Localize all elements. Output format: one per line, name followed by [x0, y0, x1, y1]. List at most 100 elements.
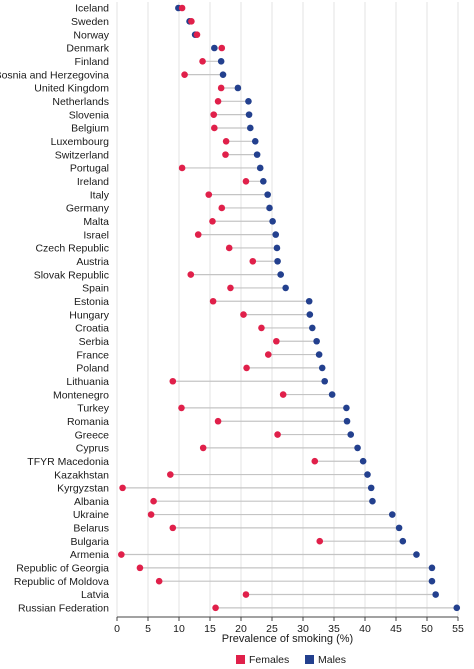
country-label: Cyprus: [76, 443, 109, 455]
female-point: [193, 31, 201, 38]
male-point: [315, 351, 323, 358]
country-label: Poland: [76, 363, 109, 375]
female-point: [178, 4, 186, 12]
country-label: Latvia: [81, 589, 109, 601]
female-point: [169, 524, 177, 532]
country-label: Greece: [75, 429, 110, 441]
female-point: [258, 324, 265, 332]
female-point: [240, 311, 247, 318]
country-label: Israel: [83, 229, 109, 241]
male-point: [395, 524, 403, 532]
legend: Females Males: [236, 654, 346, 666]
male-point: [272, 231, 280, 238]
female-point: [155, 577, 163, 585]
male-point: [364, 471, 371, 478]
female-point: [274, 431, 281, 438]
country-label: Slovenia: [69, 109, 109, 121]
connector-lines: [121, 7, 457, 609]
female-point: [311, 457, 319, 465]
country-label: Ukraine: [73, 509, 109, 521]
male-point: [413, 551, 420, 558]
male-point: [354, 444, 361, 452]
female-point: [217, 84, 225, 92]
country-label: Denmark: [66, 43, 109, 55]
legend-label-males: Males: [318, 654, 346, 666]
male-point: [253, 151, 261, 158]
male-point: [343, 404, 350, 412]
female-point: [118, 551, 125, 558]
country-label: Romania: [67, 416, 109, 428]
male-point: [305, 297, 313, 305]
x-tick-label: 10: [173, 623, 185, 635]
female-point: [214, 98, 222, 105]
x-tick-label: 40: [359, 623, 371, 635]
grid-lines: [116, 2, 459, 617]
x-axis-ticks: 0 5 10 15 20 25 30 35 40 45 50 55: [114, 617, 464, 635]
female-point: [169, 377, 177, 385]
male-point: [266, 204, 273, 212]
country-label: Bulgaria: [70, 536, 109, 548]
female-point: [147, 511, 155, 518]
country-label: Serbia: [79, 336, 110, 348]
female-point: [199, 444, 207, 452]
country-label: Luxembourg: [51, 136, 110, 148]
female-point: [218, 44, 226, 52]
country-label: United Kingdom: [34, 83, 109, 95]
country-label: France: [76, 349, 109, 361]
country-label: Netherlands: [52, 96, 109, 108]
legend-label-females: Females: [249, 654, 289, 666]
male-point: [260, 177, 267, 185]
male-point: [306, 311, 314, 318]
x-tick-label: 45: [390, 623, 402, 635]
female-point: [209, 297, 217, 305]
male-point: [274, 257, 281, 265]
x-tick-label: 15: [204, 623, 216, 635]
male-point: [343, 417, 351, 425]
country-label: Hungary: [69, 309, 109, 321]
country-label: Ireland: [77, 176, 109, 188]
country-label: Finland: [75, 56, 110, 68]
country-label: Armenia: [70, 549, 109, 561]
female-point: [187, 271, 195, 278]
data-points: [118, 4, 461, 612]
female-point: [150, 497, 157, 505]
male-point: [245, 98, 252, 105]
x-axis-title: Prevalence of smoking (%): [222, 633, 353, 645]
female-point: [136, 564, 144, 572]
male-point: [251, 138, 259, 145]
male-point: [245, 111, 253, 118]
female-point: [218, 204, 226, 212]
country-label: Kazakhstan: [54, 469, 109, 481]
country-label: Turkey: [77, 403, 109, 415]
x-tick-label: 55: [452, 623, 464, 635]
country-label: Iceland: [75, 3, 109, 15]
female-point: [188, 18, 195, 25]
male-point: [309, 324, 316, 332]
female-point: [212, 604, 219, 612]
x-tick-label: 0: [114, 623, 120, 635]
male-point: [269, 217, 276, 225]
x-tick-label: 30: [297, 623, 309, 635]
country-label: Republic of Georgia: [16, 563, 109, 575]
legend-swatch-females: [236, 655, 245, 664]
female-point: [178, 164, 186, 172]
female-point: [181, 71, 188, 78]
female-point: [167, 471, 174, 478]
male-point: [453, 604, 461, 612]
female-point: [199, 58, 206, 65]
male-point: [211, 44, 218, 52]
country-label: Croatia: [75, 323, 109, 335]
country-label: Portugal: [70, 163, 109, 175]
male-point: [328, 391, 336, 398]
country-label: Montenegro: [53, 389, 109, 401]
female-point: [227, 284, 234, 292]
female-point: [222, 138, 230, 145]
male-point: [388, 511, 396, 518]
female-point: [316, 537, 324, 545]
male-point: [313, 337, 320, 345]
male-point: [399, 537, 407, 545]
female-point: [242, 591, 250, 598]
country-label: Belarus: [73, 523, 109, 535]
